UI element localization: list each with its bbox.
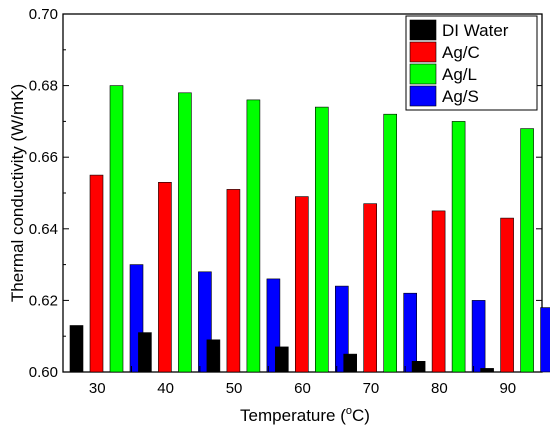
bar-ag-l-80: [451, 121, 466, 373]
bar-ag-c-70: [363, 203, 378, 373]
bar-ag-l-40: [178, 92, 192, 373]
legend-swatch-ag-s: [409, 85, 437, 107]
x-tick-label: 70: [363, 380, 380, 397]
legend-swatch-ag-c: [409, 41, 437, 63]
bar-ag-c-60: [294, 196, 309, 373]
legend-label-ag-s: Ag/S: [442, 87, 479, 106]
y-axis-title: Thermal conductivity (W/mK): [8, 84, 27, 302]
x-axis-title-superscript: o: [346, 405, 352, 417]
bar-ag-s-60: [334, 285, 349, 373]
y-tick-label: 0.66: [29, 149, 58, 166]
y-axis: 0.60 0.62 0.64 0.66 0.68 0.70: [29, 6, 542, 381]
y-tick-label: 0.62: [29, 292, 58, 309]
bars-layer: [69, 85, 550, 373]
x-axis-title: Temperature (oC): [240, 405, 370, 425]
bar-di-water-40: [138, 332, 152, 373]
bar-ag-s-90: [540, 307, 550, 373]
x-axis-title-text: Temperature (: [240, 406, 346, 425]
x-tick-label: 40: [157, 380, 174, 397]
y-tick-label: 0.60: [29, 364, 58, 381]
bar-ag-c-80: [431, 210, 446, 373]
x-tick-label: 90: [499, 380, 516, 397]
bar-ag-c-90: [500, 217, 514, 373]
legend-swatch-ag-l: [409, 63, 437, 85]
bar-ag-l-70: [383, 113, 398, 373]
bar-di-water-80: [411, 360, 426, 373]
legend-swatch-di-water: [409, 19, 437, 41]
y-tick-label: 0.64: [29, 221, 58, 238]
bar-ag-l-90: [520, 128, 534, 373]
legend-label-ag-c: Ag/C: [442, 43, 480, 62]
x-tick-label: 80: [431, 380, 448, 397]
bar-ag-c-50: [226, 189, 241, 373]
legend: DI Water Ag/C Ag/L Ag/S: [405, 15, 538, 111]
bar-ag-l-60: [314, 106, 329, 373]
bar-di-water-30: [69, 325, 84, 373]
x-axis: 30 40 50 60 70 80 90: [89, 366, 516, 397]
x-tick-label: 60: [294, 380, 311, 397]
bar-di-water-60: [274, 346, 289, 373]
bar-di-water-50: [206, 339, 221, 373]
x-axis-title-tail: C): [352, 406, 370, 425]
legend-label-di-water: DI Water: [442, 21, 509, 40]
bar-ag-c-30: [89, 174, 104, 373]
legend-label-ag-l: Ag/L: [442, 65, 477, 84]
bar-ag-l-30: [109, 85, 124, 373]
bar-ag-c-40: [158, 182, 172, 373]
bar-ag-l-50: [246, 99, 261, 373]
y-tick-label: 0.70: [29, 6, 58, 23]
x-tick-label: 50: [226, 380, 243, 397]
bar-ag-s-80: [471, 300, 486, 373]
bar-di-water-90: [480, 368, 494, 373]
y-tick-label: 0.68: [29, 78, 58, 95]
x-tick-label: 30: [89, 380, 106, 397]
bar-di-water-70: [343, 353, 358, 373]
bar-ag-s-70: [403, 292, 418, 373]
